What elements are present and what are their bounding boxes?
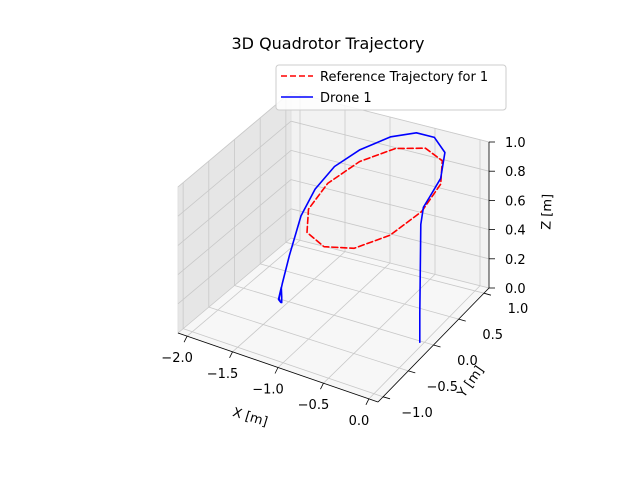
y-axis-label: Y [m] <box>454 363 487 401</box>
z-tick-label: 0.6 <box>505 194 526 209</box>
y-tick-label: 0.5 <box>482 328 503 343</box>
grid-lines <box>177 91 490 400</box>
tick-marks: −2.0 −1.5 −1.0 −0.5 0.0 −1.0 −0.5 0.0 0.5 1.0 0.0 0… <box>161 136 528 429</box>
x-tick-mark <box>229 351 233 358</box>
grid-line-y-floor <box>260 263 459 320</box>
y-tick-mark <box>433 344 441 348</box>
z-tick-label: 0.0 <box>505 282 526 297</box>
x-tick-mark <box>274 367 279 374</box>
x-tick-label: −1.0 <box>252 383 284 398</box>
grid-line-z-side <box>177 237 292 334</box>
legend-box <box>275 64 507 111</box>
z-tick-label: 0.2 <box>505 253 526 268</box>
z-tick-label: 0.8 <box>505 165 526 180</box>
drone-trajectory-line <box>277 132 446 344</box>
y-tick-mark <box>408 370 416 374</box>
grid-line-y-floor <box>183 328 384 398</box>
x-tick-mark <box>183 335 188 343</box>
z-tick-label: 0.4 <box>505 224 526 239</box>
grid-line-z-side <box>177 150 292 246</box>
grid-line-z-side <box>177 179 292 275</box>
y-tick-label: 1.0 <box>508 302 529 317</box>
grid-line-z-side <box>177 120 292 217</box>
grid-line-z-back <box>290 150 490 201</box>
grid-line-y-floor <box>285 241 485 294</box>
x-tick-label: −2.0 <box>161 351 193 366</box>
legend-entry-reference: Reference Trajectory for 1 <box>320 70 488 85</box>
grid-line-z-back <box>290 120 490 172</box>
reference-trajectory-line <box>306 147 444 250</box>
y-tick-label: −1.0 <box>401 406 433 421</box>
y-tick-mark <box>483 292 492 296</box>
y-tick-mark <box>382 396 391 400</box>
grid-line-y-floor <box>234 285 434 346</box>
z-tick-label: 1.0 <box>505 136 526 151</box>
grid-line-y-floor <box>208 306 409 372</box>
chart-title: 3D Quadrotor Trajectory <box>231 34 424 53</box>
x-tick-label: −1.5 <box>207 367 239 382</box>
y-tick-label: 0.0 <box>457 354 478 369</box>
z-axis-label: Z [m] <box>539 194 555 230</box>
grid-line-z-back <box>290 208 490 260</box>
x-axis-label: X [m] <box>231 405 270 430</box>
legend-entry-drone: Drone 1 <box>320 91 372 106</box>
y-tick-mark <box>458 318 466 322</box>
x-tick-label: 0.0 <box>349 414 370 429</box>
grid-line-z-side <box>177 91 292 188</box>
y-tick-label: −0.5 <box>426 380 458 395</box>
grid-line-z-side <box>177 208 292 305</box>
series-layer <box>277 132 446 344</box>
legend: Reference Trajectory for 1 Drone 1 <box>275 64 507 111</box>
x-tick-label: −0.5 <box>298 398 330 413</box>
x-tick-mark <box>320 383 324 390</box>
x-tick-mark <box>365 398 370 406</box>
